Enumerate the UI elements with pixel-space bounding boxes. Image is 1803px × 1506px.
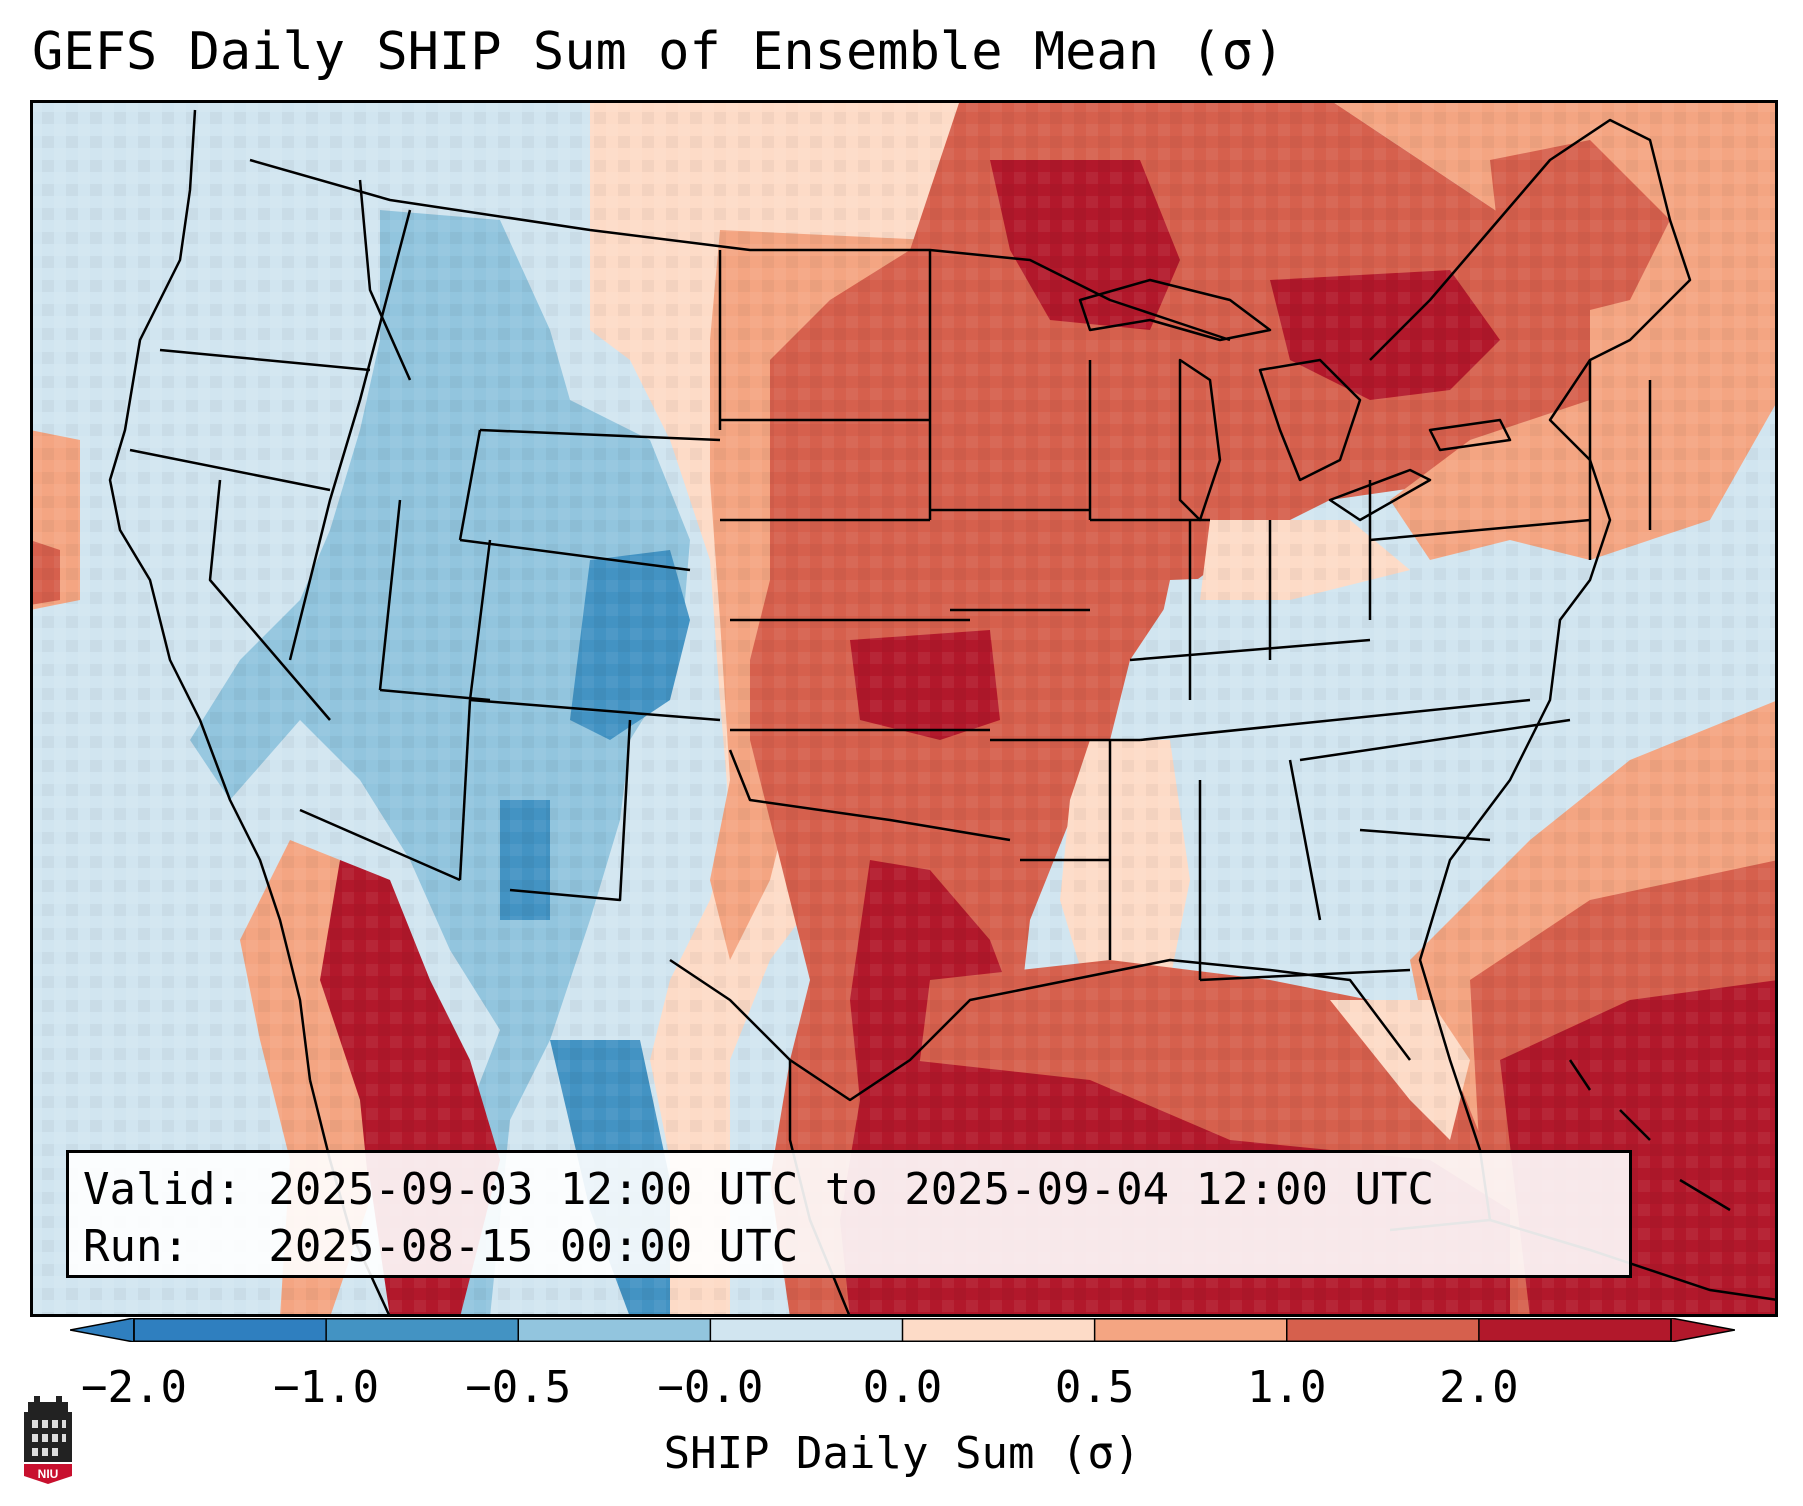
lake-huron: [1258, 358, 1362, 482]
state-line-ut-az: [379, 688, 491, 702]
state-line-id-wy: [458, 429, 482, 541]
colorbar-segment: [326, 1318, 519, 1342]
state-line-wy-co: [459, 538, 691, 572]
state-line-tn: [1139, 698, 1531, 742]
state-line-ga-fl: [1199, 968, 1411, 982]
colorbar-segment: [134, 1318, 327, 1342]
colorbar-tick-label: −1.0: [273, 1362, 380, 1413]
state-line-ok-tx: [728, 749, 1011, 842]
state-line-nc-sc: [1359, 828, 1491, 842]
state-line-new-england: [1588, 360, 1652, 560]
state-line-or-ca: [129, 448, 331, 492]
valid-time-text: Valid: 2025-09-03 12:00 UTC to 2025-09-0…: [83, 1164, 1435, 1215]
lake-erie: [1328, 468, 1432, 522]
map-panel: [30, 100, 1778, 1317]
colorbar-segment: [1478, 1318, 1672, 1342]
state-line-id-mt: [358, 179, 412, 381]
niu-logo-text: NIU: [38, 1467, 59, 1481]
anomaly-field: [30, 100, 1778, 1317]
colorbar-tick-label: −2.0: [81, 1362, 187, 1413]
colorbar-tick-label: 0.5: [1054, 1362, 1135, 1413]
state-line-al-ga: [1288, 759, 1322, 921]
state-line-ky: [1129, 638, 1371, 662]
colorbar-extend-low: [70, 1318, 135, 1342]
colorbar-tick-label: −0.0: [657, 1362, 764, 1413]
niu-logo: NIU: [24, 1396, 72, 1484]
run-time-text: Run: 2025-08-15 00:00 UTC: [83, 1221, 799, 1272]
state-line-co-nm: [469, 698, 721, 722]
state-line-az-nm: [458, 699, 472, 881]
state-line-ut-co: [468, 539, 492, 701]
lake-ontario: [1428, 418, 1512, 452]
colorbar-tick-label: 1.0: [1247, 1362, 1327, 1413]
state-line-wy-mt: [479, 428, 721, 442]
coastline-northeast: [1369, 118, 1692, 1221]
colorbar-extend-high: [1670, 1318, 1735, 1342]
state-line-nm-tx: [509, 719, 632, 902]
colorbar-segment: [710, 1318, 903, 1342]
state-line-az-mx: [299, 808, 461, 882]
state-line-pa-ny: [1369, 518, 1591, 542]
colorbar-segment: [1094, 1318, 1288, 1342]
colorbar: [70, 1318, 1735, 1342]
state-line-nv-ut: [378, 499, 402, 691]
colorbar-segment: [902, 1318, 1096, 1342]
valid-run-info-box: Valid: 2025-09-03 12:00 UTC to 2025-09-0…: [66, 1150, 1632, 1278]
colorbar-tick-label: 2.0: [1439, 1362, 1519, 1413]
colorbar-tick-label: −0.5: [465, 1362, 572, 1413]
chart-title: GEFS Daily SHIP Sum of Ensemble Mean (σ): [32, 22, 1285, 82]
coastline-west: [108, 109, 312, 1081]
colorbar-tick-label: 0.0: [862, 1362, 943, 1413]
colorbar-segment: [1286, 1318, 1480, 1342]
state-line-va-nc: [1299, 718, 1571, 762]
lake-superior: [1078, 278, 1272, 342]
colorbar-label: SHIP Daily Sum (σ): [663, 1428, 1141, 1479]
state-line-west-1: [288, 209, 412, 661]
colorbar-segment: [518, 1318, 711, 1342]
state-line-nv-ca: [208, 479, 331, 721]
bahamas-outline: [1568, 1059, 1731, 1212]
coastline-gulf: [669, 958, 1411, 1102]
state-line-wa-or: [159, 348, 371, 372]
